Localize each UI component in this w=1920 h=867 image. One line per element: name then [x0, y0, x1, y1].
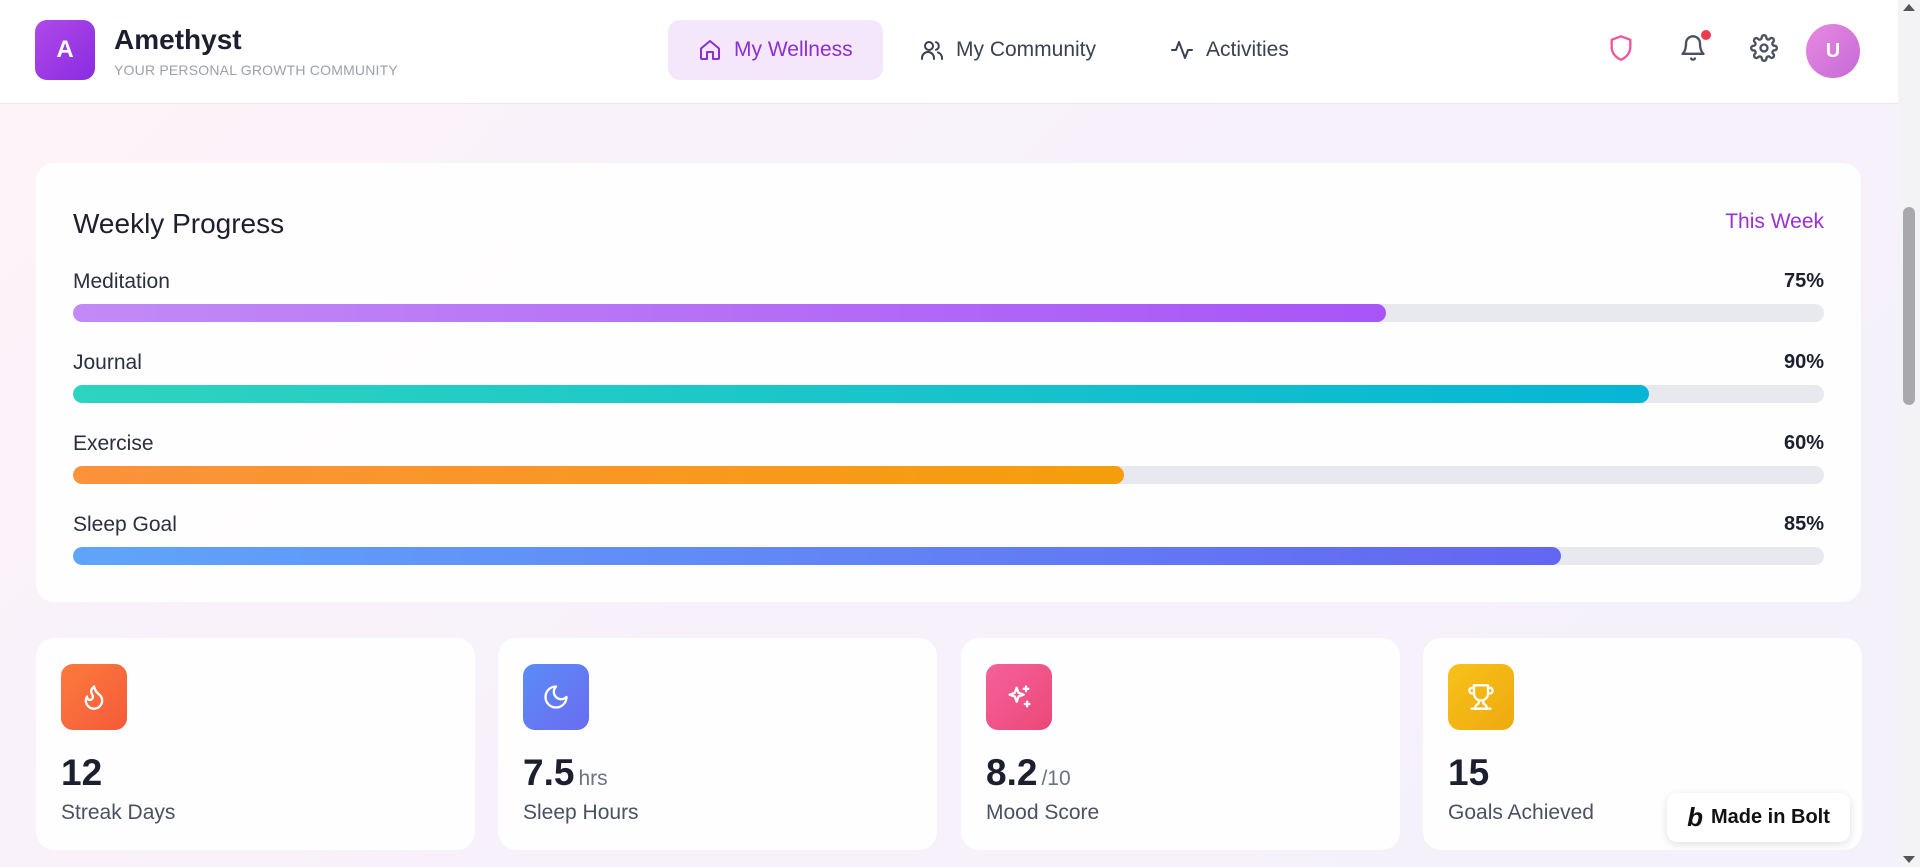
progress-row-meditation: Meditation 75% [73, 270, 1824, 326]
scroll-up-arrow[interactable] [1903, 4, 1915, 11]
vertical-scrollbar[interactable] [1898, 0, 1920, 867]
progress-row-sleep-goal: Sleep Goal 85% [73, 513, 1824, 569]
stat-icon-badge [523, 664, 589, 730]
bell-icon [1681, 35, 1705, 61]
avatar-letter: U [1825, 39, 1841, 62]
progress-label: Sleep Goal [73, 513, 177, 536]
moon-icon [544, 685, 568, 709]
stat-value: 15 [1448, 752, 1490, 793]
stat-card-sleep: 7.5 hrs Sleep Hours [498, 638, 937, 850]
card-title: Weekly Progress [73, 208, 285, 239]
shield-icon [1610, 35, 1632, 61]
stat-value: 8.2/10 [986, 752, 1071, 793]
logo-badge[interactable]: A [35, 20, 95, 80]
tab-label: My Community [956, 38, 1097, 61]
progress-track [73, 385, 1824, 403]
notification-dot [1701, 30, 1711, 40]
progress-label: Journal [73, 351, 142, 374]
progress-fill [73, 466, 1124, 484]
tab-my-community[interactable]: My Community [890, 20, 1126, 80]
stat-card-goals: 15 Goals Achieved [1423, 638, 1862, 850]
progress-track [73, 304, 1824, 322]
progress-label: Exercise [73, 432, 154, 455]
stat-card-mood: 8.2/10 Mood Score [961, 638, 1400, 850]
avatar[interactable]: U [1806, 24, 1860, 78]
bolt-badge-label: Made in Bolt [1711, 806, 1830, 828]
progress-fill [73, 385, 1649, 403]
tab-my-wellness[interactable]: My Wellness [668, 20, 883, 80]
home-icon [700, 40, 720, 60]
progress-row-exercise: Exercise 60% [73, 432, 1824, 488]
notifications-button[interactable] [1677, 30, 1711, 64]
brand-tagline: YOUR PERSONAL GROWTH COMMUNITY [114, 62, 398, 78]
users-icon [921, 41, 943, 60]
made-in-bolt-badge[interactable]: b Made in Bolt [1667, 793, 1850, 842]
stat-label: Sleep Hours [523, 801, 639, 824]
stat-value: 12 [61, 752, 103, 793]
progress-track [73, 466, 1824, 484]
progress-label: Meditation [73, 270, 170, 293]
activity-icon [1171, 41, 1193, 59]
gear-icon [1750, 34, 1778, 62]
tab-label: My Wellness [734, 38, 853, 61]
bolt-logo-icon: b [1687, 802, 1703, 832]
scroll-down-arrow[interactable] [1903, 856, 1915, 863]
weekly-progress-card: Weekly Progress This Week Meditation 75%… [36, 163, 1861, 602]
flame-icon [84, 685, 104, 710]
brand-name: Amethyst [114, 24, 242, 55]
trophy-icon [1468, 684, 1494, 710]
progress-value: 60% [1783, 432, 1824, 454]
stat-label: Goals Achieved [1448, 801, 1594, 824]
stat-label: Streak Days [61, 801, 176, 824]
settings-button[interactable] [1748, 32, 1780, 64]
app-header: A Amethyst YOUR PERSONAL GROWTH COMMUNIT… [0, 0, 1898, 104]
progress-fill [73, 304, 1387, 322]
logo-letter: A [56, 36, 74, 63]
stat-icon-badge [986, 664, 1052, 730]
progress-value: 90% [1783, 351, 1824, 373]
progress-value: 85% [1783, 513, 1824, 535]
tab-activities[interactable]: Activities [1140, 20, 1319, 80]
stat-icon-badge [61, 664, 127, 730]
scroll-thumb[interactable] [1903, 207, 1915, 405]
tab-label: Activities [1206, 38, 1289, 61]
stat-icon-badge [1448, 664, 1514, 730]
progress-track [73, 547, 1824, 565]
progress-row-journal: Journal 90% [73, 351, 1824, 407]
stat-value: 7.5 hrs [523, 752, 608, 793]
shield-button[interactable] [1605, 32, 1637, 64]
stat-card-streak: 12 Streak Days [36, 638, 475, 850]
sparkles-icon [1008, 685, 1031, 708]
progress-value: 75% [1783, 270, 1824, 292]
progress-fill [73, 547, 1562, 565]
stat-label: Mood Score [986, 801, 1100, 824]
period-selector[interactable]: This Week [1725, 210, 1824, 233]
